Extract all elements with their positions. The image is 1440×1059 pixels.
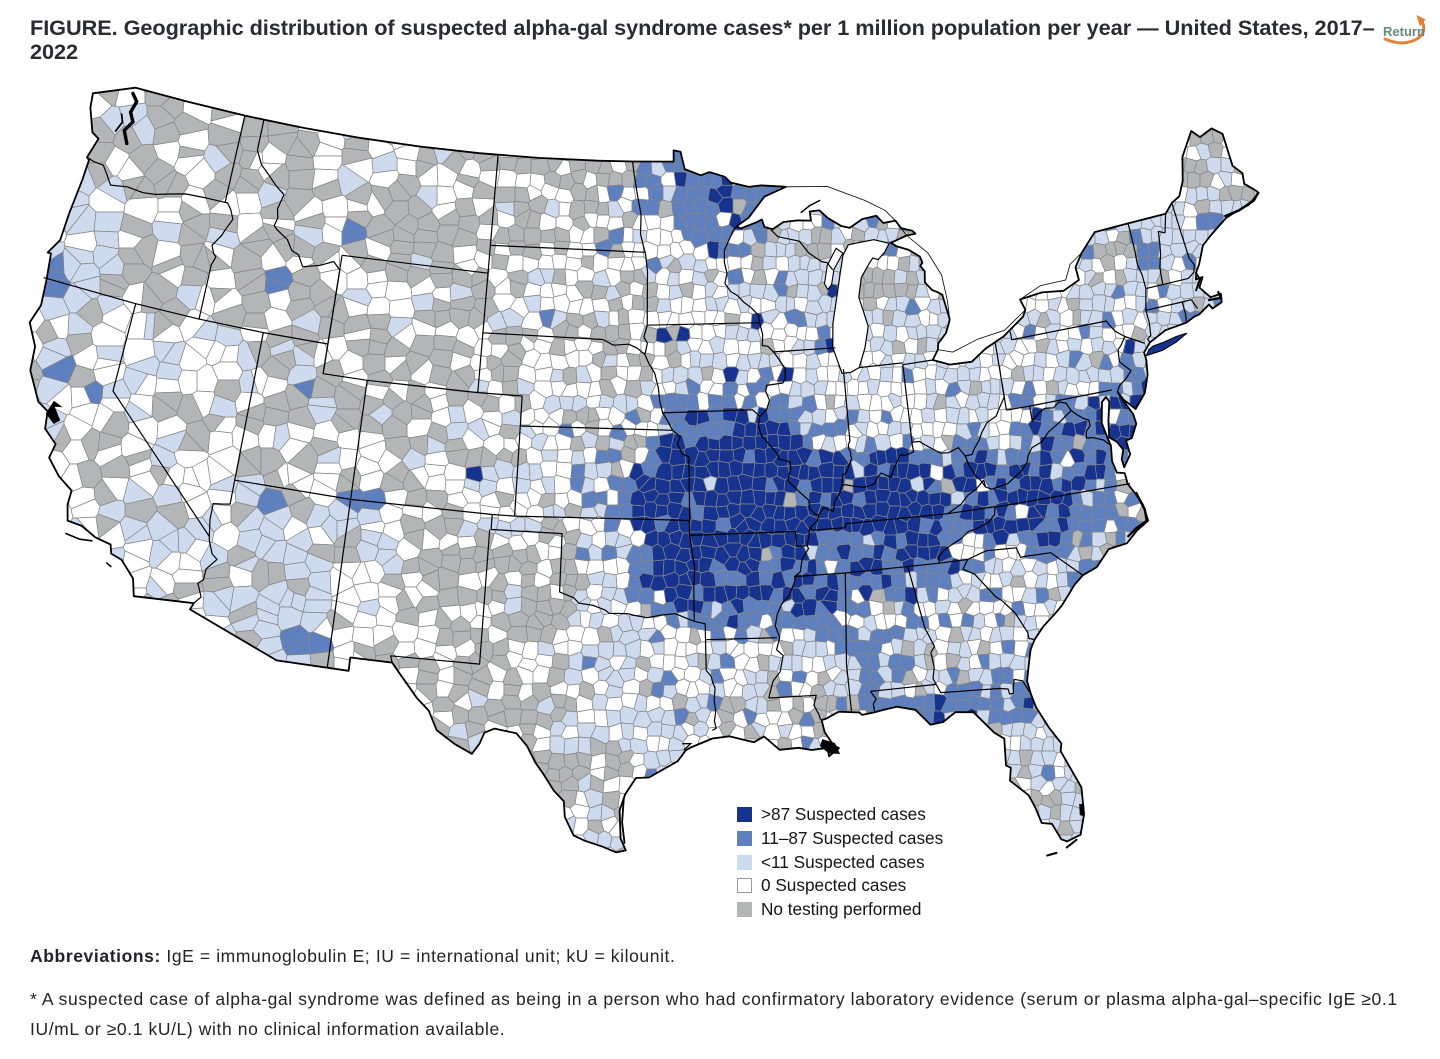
svg-text:Return: Return: [1383, 24, 1425, 39]
